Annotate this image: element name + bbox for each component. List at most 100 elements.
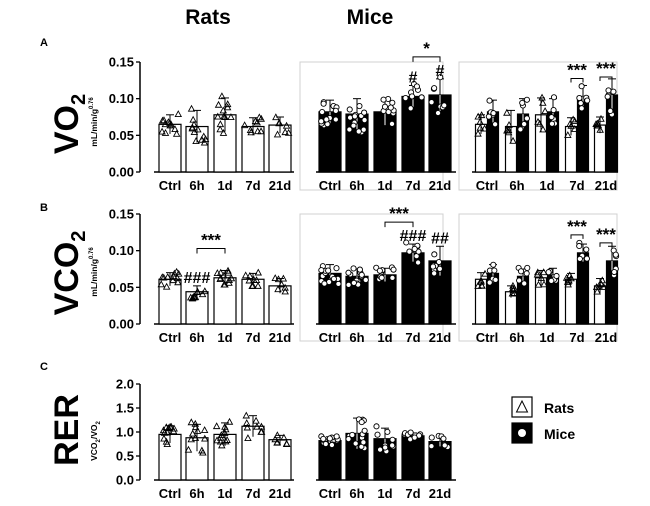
mice-c-point [358, 419, 365, 426]
compare-mice-b-point [516, 277, 523, 284]
compare-mice-b-point [612, 251, 619, 258]
column-header-mice: Mice [347, 6, 394, 29]
rats-a-point [246, 126, 255, 134]
rats-c-point [216, 433, 225, 441]
y-tick-label-c: 0.0 [116, 473, 134, 488]
compare-rats-a-point [570, 117, 579, 124]
compare-rats-b-point [533, 270, 542, 278]
row-title-vco2: VCO2 [48, 231, 90, 316]
mice-b-point [345, 281, 352, 288]
category-label-b: 6h [189, 330, 204, 345]
significance-bracket-b [384, 221, 414, 228]
legend-label-mice: Mice [544, 426, 575, 442]
y-tick-label-b: 0.10 [109, 243, 134, 258]
rats-a-point [273, 130, 282, 138]
category-label-b: 21d [269, 330, 291, 345]
significance-label-b: ## [431, 230, 449, 247]
category-label-b: 21d [595, 330, 617, 345]
rats-b-point [220, 280, 228, 288]
y-tick-label-a: 0.10 [109, 91, 134, 106]
rats-b-point [159, 273, 168, 281]
legend-label-rats: Rats [544, 400, 575, 416]
significance-label-compare-a: *** [596, 59, 616, 78]
rats-a-point [272, 113, 280, 121]
significance-bracket-compare-b [599, 242, 613, 247]
rats-a-point [198, 135, 206, 143]
compare-mice-b-point [523, 270, 530, 277]
mice-b-point [411, 245, 418, 252]
mice-c-bar [401, 435, 425, 481]
compare-rats-a-point [534, 117, 542, 125]
rats-c-point [222, 437, 230, 445]
rats-a-point [216, 120, 225, 128]
rats-c-point [191, 423, 200, 431]
category-label-b: 6h [509, 330, 524, 345]
mice-c-point [374, 431, 381, 438]
mice-c-point [326, 435, 333, 442]
legend-triangle-icon [515, 399, 529, 413]
rats-b-point [281, 283, 289, 291]
rats-a-point [194, 125, 202, 133]
rats-a-point [240, 121, 249, 129]
category-label-c: 21d [429, 486, 451, 501]
rats-a-point [158, 127, 166, 135]
mice-c-point [322, 440, 329, 448]
compare-mice-a-point [584, 97, 591, 104]
significance-label-a: # [409, 69, 418, 86]
mice-a-point [355, 128, 362, 135]
mice-c-point [333, 433, 340, 440]
rats-a-point [255, 113, 264, 121]
mice-b-point [356, 266, 363, 273]
rats-a-point [223, 100, 232, 108]
compare-mice-b-point [611, 268, 618, 276]
compare-mice-a-point [577, 100, 584, 107]
compare-mice-a-point [523, 96, 530, 103]
compare-rats-a-point [593, 119, 602, 127]
rats-b-point [245, 276, 253, 284]
rats-a-point [166, 118, 174, 126]
rats-c-point [160, 434, 168, 442]
mice-c-point [377, 446, 384, 453]
rats-b-point [279, 274, 288, 282]
y-tick-label-b: 0.05 [109, 280, 134, 295]
rats-b-point [225, 278, 233, 286]
mice-b-point [318, 267, 325, 274]
row-title-rer: RER [48, 394, 86, 466]
rats-b-point [254, 268, 263, 276]
mice-b-point [435, 258, 443, 266]
significance-label-compare-a: *** [567, 60, 587, 79]
rats-c-point [162, 423, 171, 431]
rats-b-point [281, 287, 289, 295]
compare-rats-a-point [541, 107, 549, 114]
category-label-b: 1d [539, 330, 554, 345]
rats-b-point [169, 272, 178, 280]
mice-b-point [429, 263, 437, 270]
column-header-rats: Rats [185, 6, 231, 29]
mice-a-point [441, 102, 448, 109]
category-label-b: Ctrl [319, 330, 341, 345]
y-tick-label-a: 0.05 [109, 128, 134, 143]
significance-label-a: * [423, 39, 430, 58]
mice-c-point [361, 427, 368, 434]
rats-a-point [172, 129, 181, 137]
category-label-a: 21d [429, 178, 451, 193]
compare-rats-a-point [476, 123, 485, 131]
rats-a-point [218, 92, 226, 100]
mice-b-point [333, 265, 340, 272]
rats-a-point [257, 127, 265, 135]
rats-a-point [221, 113, 229, 121]
compare-rats-a-point [538, 93, 546, 101]
category-label-a: 1d [377, 178, 392, 193]
svg-text:RER: RER [48, 394, 86, 466]
compare-rats-a-point [477, 111, 486, 119]
compare-rats-a-point [596, 125, 604, 133]
rats-c-point [166, 422, 174, 430]
rats-a-point [160, 116, 168, 124]
mice-a-point [346, 106, 353, 113]
compare-rats-b-point [595, 281, 603, 289]
compare-mice-b-point [490, 261, 497, 268]
mice-a-point [332, 107, 339, 114]
compare-rats-a-point [480, 124, 489, 132]
compare-rats-a-point [504, 126, 513, 133]
